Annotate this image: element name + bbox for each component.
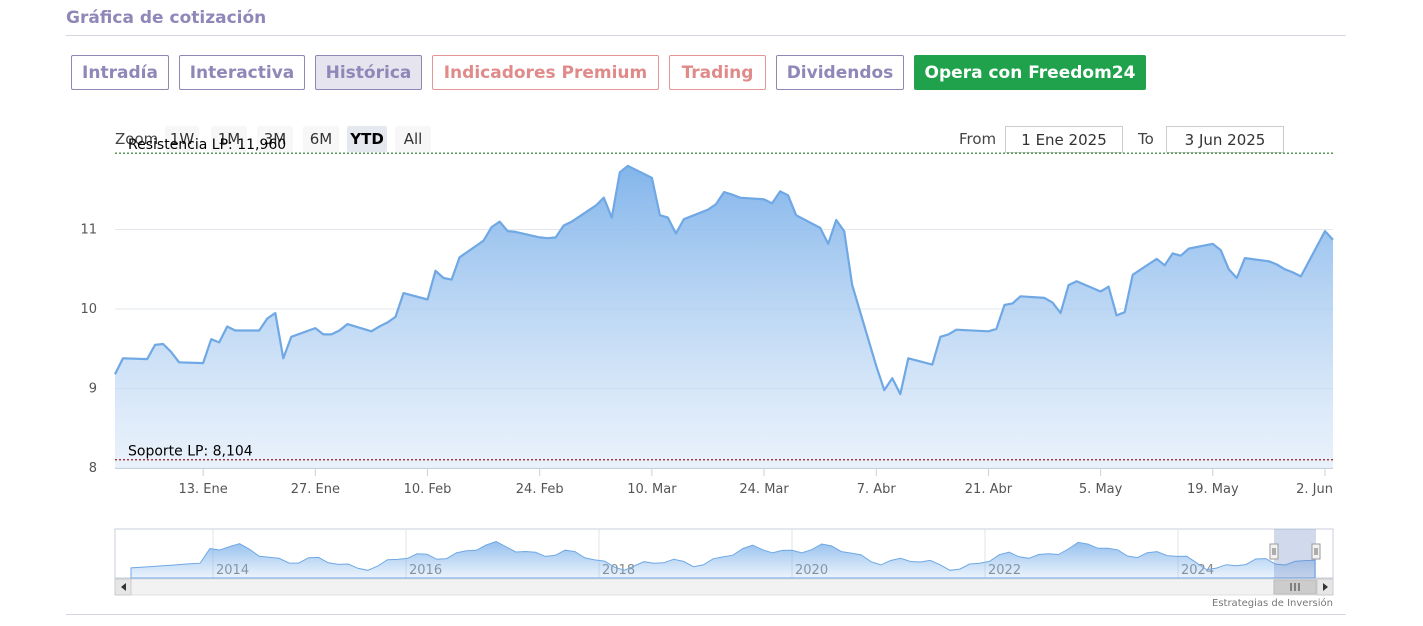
scrollbar-track[interactable] <box>114 578 1334 596</box>
zoom-all-button[interactable]: All <box>395 126 431 152</box>
y-tick-label: 8 <box>89 461 97 476</box>
y-tick-label: 9 <box>89 382 97 397</box>
tab-indicadores-premium[interactable]: Indicadores Premium <box>432 55 659 90</box>
x-tick-label: 13. Ene <box>179 482 228 497</box>
tab-trading[interactable]: Trading <box>669 55 766 90</box>
annotation-label: Soporte LP: 8,104 <box>128 444 253 460</box>
navigator-series <box>130 541 1316 579</box>
bottom-divider <box>66 614 1346 615</box>
tab-intradia[interactable]: Intradía <box>71 55 169 90</box>
x-tick-label: 24. Mar <box>739 482 789 497</box>
zoom-6m-button[interactable]: 6M <box>303 126 339 152</box>
chevron-right-icon[interactable] <box>1316 578 1334 596</box>
x-tick-label: 27. Ene <box>291 482 340 497</box>
title-divider <box>66 35 1346 36</box>
to-date-input[interactable] <box>1166 126 1284 153</box>
zoom-1w-button[interactable]: 1W <box>165 126 199 152</box>
chevron-left-icon[interactable] <box>114 578 132 596</box>
x-tick-label: 5. May <box>1079 482 1123 497</box>
from-label: From <box>959 130 997 148</box>
x-tick-label: 10. Feb <box>404 482 452 497</box>
y-tick-label: 11 <box>80 223 97 238</box>
credits: Estrategias de Inversión <box>1212 598 1333 609</box>
zoom-label: Zoom <box>115 130 159 148</box>
y-tick-label: 10 <box>80 302 97 317</box>
drag-handle-icon[interactable] <box>1269 543 1279 560</box>
drag-handle-icon[interactable] <box>1311 543 1321 560</box>
navigator[interactable]: 201420162018202020222024 <box>114 528 1334 596</box>
zoom-1m-button[interactable]: 1M <box>211 126 247 152</box>
x-tick-label: 2. Jun <box>1296 482 1333 497</box>
to-label: To <box>1138 130 1154 148</box>
price-line <box>114 164 1334 396</box>
x-tick-label: 7. Abr <box>857 482 897 497</box>
from-date-input[interactable] <box>1005 126 1123 153</box>
x-axis: 13. Ene 27. Ene 10. Feb 24. Feb 10. Mar 24. M… <box>115 468 1333 497</box>
tab-dividendos[interactable]: Dividendos <box>776 55 904 90</box>
opera-freedom24-button[interactable]: Opera con Freedom24 <box>914 55 1146 90</box>
annotations: Resistencia LP: 11,960 Soporte LP: 8,104 <box>115 137 1333 461</box>
y-axis: 8 9 10 11 <box>80 223 97 477</box>
price-area <box>115 165 1333 468</box>
annotation-label: Resistencia LP: 11,960 <box>128 137 286 153</box>
navigator-selection[interactable] <box>1274 529 1316 578</box>
x-tick-label: 19. May <box>1187 482 1239 497</box>
tab-historica[interactable]: Histórica <box>315 55 422 90</box>
grip-icon[interactable] <box>1273 579 1317 595</box>
page-title: Gráfica de cotización <box>66 8 267 28</box>
zoom-ytd-button[interactable]: YTD <box>347 126 387 152</box>
tab-interactiva[interactable]: Interactiva <box>179 55 305 90</box>
x-tick-label: 10. Mar <box>627 482 677 497</box>
x-tick-label: 24. Feb <box>516 482 564 497</box>
zoom-3m-button[interactable]: 3M <box>257 126 293 152</box>
x-tick-label: 21. Abr <box>965 482 1013 497</box>
series-layer <box>114 164 1334 468</box>
